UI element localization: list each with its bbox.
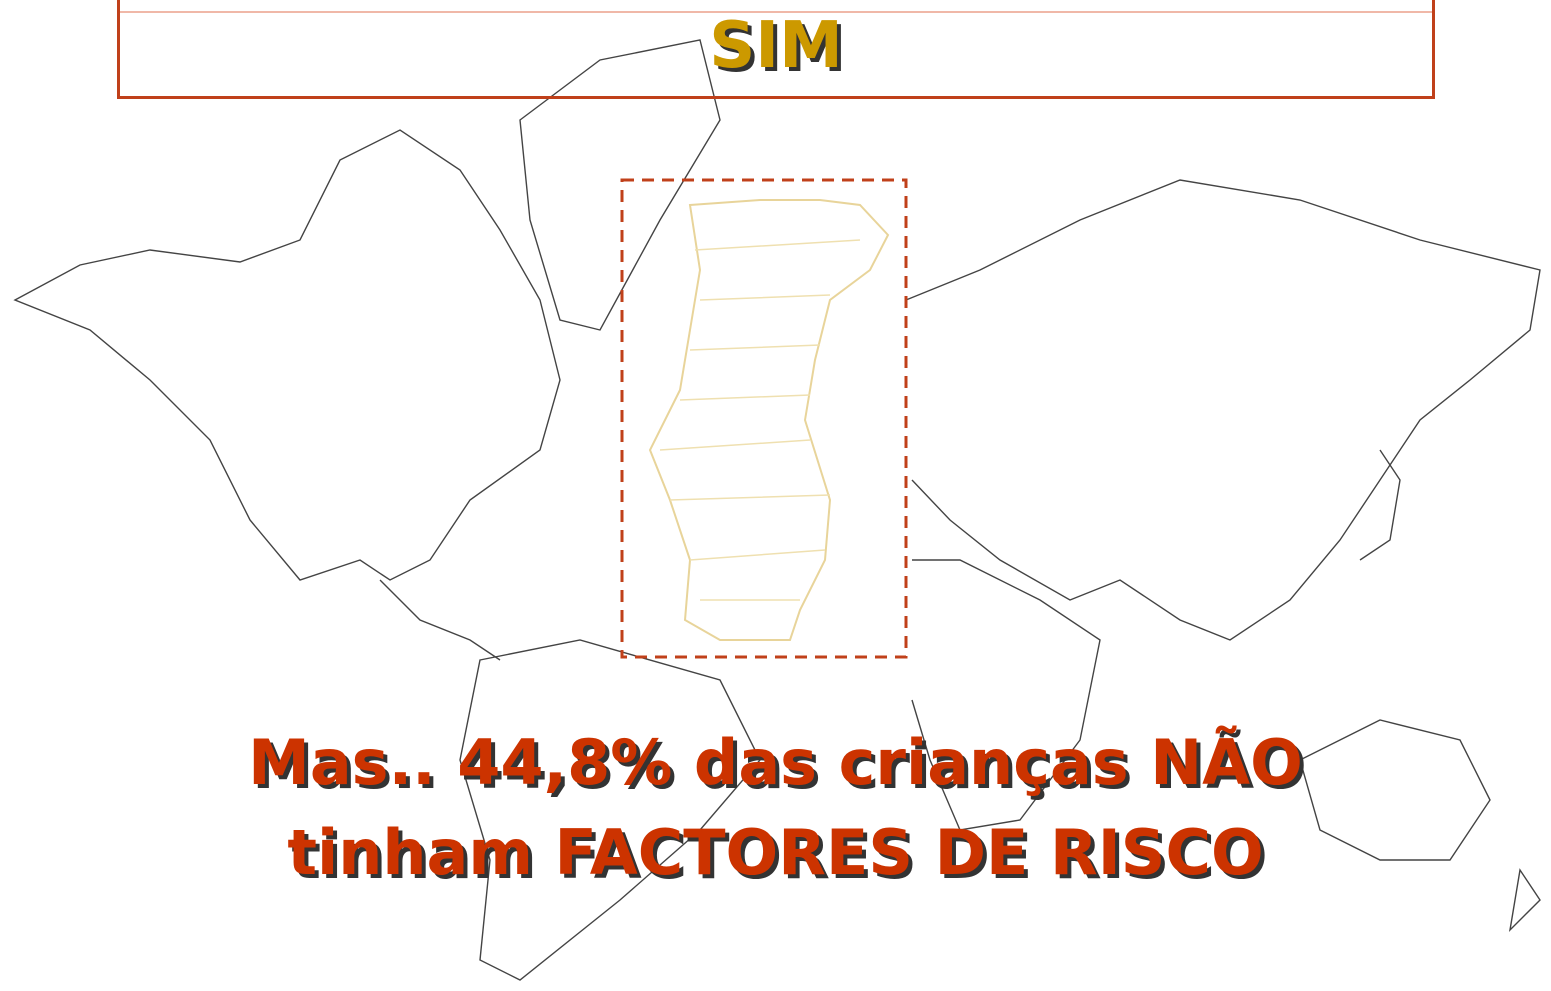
portugal-districts [660,240,860,600]
message: Mas.. 44,8% das crianças NÃO tinham FACT… [0,718,1551,898]
message-line: tinham FACTORES DE RISCO [0,808,1551,898]
title-box: SIM [117,0,1435,99]
message-line: Mas.. 44,8% das crianças NÃO [0,718,1551,808]
japan [1360,450,1400,560]
north-america [15,130,560,580]
slide: SIM Mas.. 44,8% das crianças NÃO tinham … [0,0,1551,991]
portugal-outline [650,200,888,640]
page: {"header": {"title": "SIM"}, "message": … [0,0,1551,991]
europe-asia [906,180,1540,640]
portugal-frame [622,180,906,657]
title: SIM [120,9,1432,83]
central-america [380,580,500,660]
